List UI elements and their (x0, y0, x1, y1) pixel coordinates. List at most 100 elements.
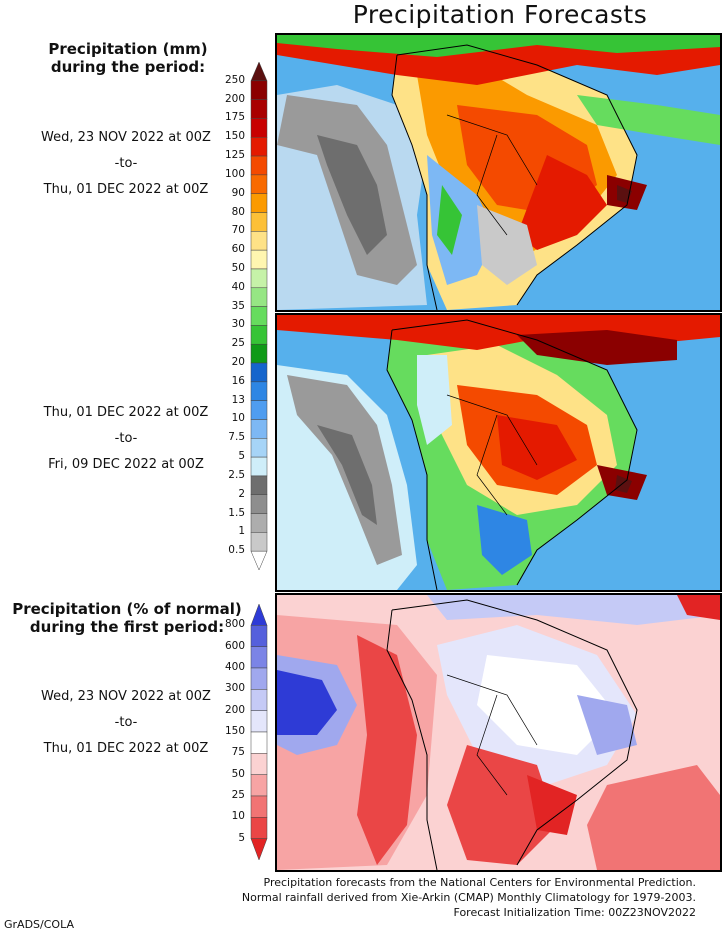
mm-colorbar-label: 60 (231, 243, 245, 256)
period3-from: Wed, 23 NOV 2022 at 00Z (41, 689, 211, 704)
mm-colorbar-swatch (250, 532, 268, 552)
mm-colorbar-swatch (250, 249, 268, 270)
mm-colorbar-swatch (250, 212, 268, 232)
mm-colorbar-label: 50 (231, 261, 245, 274)
mm-colorbar-swatch (250, 287, 268, 307)
pct-colorbar-label: 300 (224, 682, 245, 695)
period2-to: Fri, 09 DEC 2022 at 00Z (48, 457, 204, 472)
mm-colorbar-label: 0.5 (228, 544, 245, 557)
mm-colorbar-label: 10 (231, 412, 245, 425)
mm-colorbar-swatch (250, 362, 268, 383)
mm-colorbar-swatch (250, 62, 268, 82)
pct-colorbar-label: 800 (224, 618, 245, 631)
map-panel-period1 (275, 33, 722, 312)
mm-colorbar-label: 100 (224, 167, 245, 180)
mm-colorbar-swatch (250, 137, 268, 157)
precip-map-period2 (277, 315, 720, 590)
footer-line1: Precipitation forecasts from the Nationa… (263, 876, 697, 889)
pct-colorbar-label: 75 (231, 746, 245, 759)
legend-bottom-header-line1: Precipitation (% of normal) (12, 600, 242, 618)
map-panel-period2 (275, 313, 722, 592)
pct-colorbar-swatch (250, 838, 268, 860)
legend-bottom-header: Precipitation (% of normal) during the f… (12, 600, 242, 636)
pct-colorbar-swatch (250, 710, 268, 733)
period1-dates: Wed, 23 NOV 2022 at 00Z -to- Thu, 01 DEC… (26, 130, 226, 198)
mm-colorbar-label: 2 (238, 487, 245, 500)
pct-colorbar-label: 200 (224, 703, 245, 716)
mm-colorbar-label: 1 (238, 525, 245, 538)
period3-to: Thu, 01 DEC 2022 at 00Z (43, 741, 209, 756)
mm-colorbar-swatch (250, 494, 268, 514)
pct-colorbar-label: 5 (238, 831, 245, 844)
pct-colorbar-swatch (250, 774, 268, 797)
mm-colorbar-swatch (250, 99, 268, 119)
mm-colorbar-swatch (250, 174, 268, 194)
pct-colorbar-swatch (250, 753, 268, 775)
credit-label: GrADS/COLA (4, 918, 74, 931)
mm-colorbar-swatch (250, 268, 268, 289)
mm-colorbar-label: 16 (231, 374, 245, 387)
period2-dates: Thu, 01 DEC 2022 at 00Z -to- Fri, 09 DEC… (26, 405, 226, 473)
mm-colorbar-swatch (250, 456, 268, 477)
mm-colorbar-swatch (250, 475, 268, 495)
mm-colorbar-label: 20 (231, 356, 245, 369)
period3-dates: Wed, 23 NOV 2022 at 00Z -to- Thu, 01 DEC… (26, 689, 226, 757)
period2-to-word: -to- (114, 431, 138, 446)
mm-colorbar-swatch (250, 513, 268, 533)
mm-colorbar-swatch (250, 193, 268, 213)
mm-colorbar-label: 175 (224, 111, 245, 124)
period2-from: Thu, 01 DEC 2022 at 00Z (43, 405, 209, 420)
pct-colorbar-swatches (250, 604, 268, 860)
pct-colorbar-swatch (250, 625, 268, 647)
pct-colorbar-swatch (250, 667, 268, 690)
mm-colorbar-label: 250 (224, 73, 245, 86)
mm-colorbar-label: 30 (231, 318, 245, 331)
percent-normal-map (277, 595, 720, 870)
pct-colorbar-swatch (250, 731, 268, 754)
pct-colorbar-swatch (250, 795, 268, 818)
footer-line2: Normal rainfall derived from Xie-Arkin (… (241, 891, 696, 904)
mm-colorbar-label: 70 (231, 224, 245, 237)
mm-colorbar-label: 125 (224, 149, 245, 162)
mm-colorbar-swatch (250, 231, 268, 251)
mm-colorbar-swatch (250, 381, 268, 401)
mm-colorbar-swatch (250, 155, 268, 176)
mm-colorbar-swatch (250, 550, 268, 570)
mm-colorbar-label: 25 (231, 337, 245, 350)
precip-map-period1 (277, 35, 720, 310)
footer-notes: Precipitation forecasts from the Nationa… (242, 875, 696, 920)
pct-colorbar-swatch (250, 817, 268, 839)
mm-colorbar-swatch (250, 438, 268, 458)
mm-colorbar-label: 5 (238, 450, 245, 463)
pct-colorbar-label: 600 (224, 639, 245, 652)
pct-colorbar-label: 50 (231, 767, 245, 780)
pct-colorbar-swatch (250, 646, 268, 669)
mm-colorbar-label: 40 (231, 280, 245, 293)
period1-from: Wed, 23 NOV 2022 at 00Z (41, 130, 211, 145)
mm-colorbar-label: 2.5 (228, 468, 245, 481)
mm-colorbar-swatch (250, 400, 268, 420)
pct-colorbar-label: 400 (224, 661, 245, 673)
legend-top-header-line2: during the period: (50, 58, 206, 76)
mm-colorbar-label: 80 (231, 205, 245, 218)
mm-colorbar-swatch (250, 419, 268, 439)
mm-colorbar-label: 7.5 (228, 431, 245, 444)
mm-colorbar-label: 90 (231, 186, 245, 199)
mm-colorbar-swatch (250, 343, 268, 364)
mm-colorbar-swatch (250, 325, 268, 345)
mm-colorbar-swatch (250, 118, 268, 138)
pct-colorbar-label: 150 (224, 725, 245, 737)
mm-colorbar-label: 200 (224, 92, 245, 105)
map-panel-percent-normal (275, 593, 722, 872)
period1-to-word: -to- (114, 156, 138, 171)
legend-bottom-header-line2: during the first period: (29, 618, 225, 636)
precip-mm-colorbar: 250 200 175 150 125 100 90 80 70 60 50 40 35 30 25 20 16… (205, 62, 269, 570)
page-title: Precipitation Forecasts (352, 0, 648, 29)
legend-top-header: Precipitation (mm) during the period: (28, 40, 228, 76)
legend-top-header-line1: Precipitation (mm) (48, 40, 208, 58)
mm-colorbar-swatch (250, 306, 268, 326)
pct-colorbar-label: 10 (231, 810, 245, 823)
mm-colorbar-label: 1.5 (228, 506, 245, 519)
mm-colorbar-label: 13 (231, 393, 245, 406)
period1-to: Thu, 01 DEC 2022 at 00Z (43, 182, 209, 197)
